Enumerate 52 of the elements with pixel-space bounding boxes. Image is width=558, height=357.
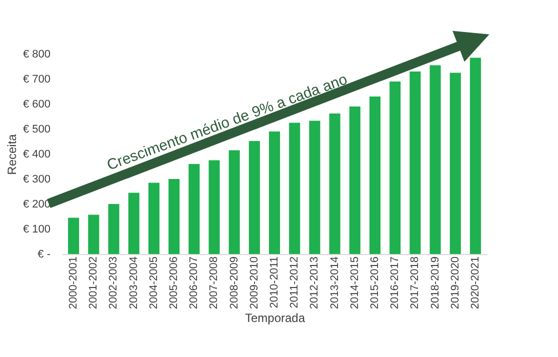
y-tick-label: € 500 xyxy=(22,124,50,136)
bar xyxy=(268,132,280,254)
x-tick-label: 2010-2011 xyxy=(268,256,280,308)
x-tick-label: 2009-2010 xyxy=(248,256,260,310)
bar xyxy=(369,96,380,254)
bar xyxy=(248,141,260,254)
bar xyxy=(188,164,200,254)
y-tick-label: € 700 xyxy=(22,74,50,86)
y-tick-label: € 600 xyxy=(22,98,50,110)
x-tick-label: 2015-2016 xyxy=(368,256,381,310)
bar xyxy=(148,182,160,254)
bar xyxy=(309,120,320,254)
bar xyxy=(410,72,421,254)
x-tick-label: 2011-2012 xyxy=(288,256,301,308)
x-tick-label: 2005-2006 xyxy=(168,256,180,310)
bar xyxy=(168,179,180,254)
x-tick-label: 2018-2019 xyxy=(429,256,442,310)
x-tick-label: 2019-2020 xyxy=(449,256,462,310)
bar xyxy=(430,65,441,254)
bar xyxy=(349,106,360,254)
bar xyxy=(108,204,120,254)
x-tick-label: 2003-2004 xyxy=(128,256,140,310)
x-tick-label: 2000-2001 xyxy=(68,256,80,310)
bar xyxy=(128,192,140,254)
y-tick-label: € - xyxy=(38,248,51,260)
x-tick-label: 2006-2007 xyxy=(188,256,200,310)
x-axis-title: Temporada xyxy=(244,311,306,326)
x-tick-label: 2008-2009 xyxy=(228,256,240,310)
bar xyxy=(208,160,220,254)
bar xyxy=(88,214,100,254)
y-tick-label: € 100 xyxy=(22,224,50,236)
x-tick-label: 2020-2021 xyxy=(469,256,482,310)
bar xyxy=(450,72,461,254)
x-tick-label: 2012-2013 xyxy=(308,256,321,310)
bar xyxy=(329,114,340,254)
x-tick-label: 2017-2018 xyxy=(409,256,422,310)
bar xyxy=(470,58,481,254)
x-tick-label: 2004-2005 xyxy=(148,256,160,310)
y-tick-label: € 400 xyxy=(22,148,50,160)
y-tick-label: € 300 xyxy=(22,174,50,186)
bar xyxy=(68,218,80,254)
bar xyxy=(228,150,240,254)
x-tick-label: 2002-2003 xyxy=(108,256,120,310)
x-tick-label: 2014-2015 xyxy=(348,256,361,310)
x-tick-label: 2007-2008 xyxy=(208,256,220,310)
x-tick-label: 2001-2002 xyxy=(88,256,100,310)
bar xyxy=(390,82,401,254)
bar xyxy=(289,122,300,254)
y-axis-title: Receita xyxy=(4,134,19,175)
x-tick-label: 2013-2014 xyxy=(328,256,341,310)
x-tick-label: 2016-2017 xyxy=(389,256,402,310)
y-tick-label: € 800 xyxy=(22,48,50,60)
